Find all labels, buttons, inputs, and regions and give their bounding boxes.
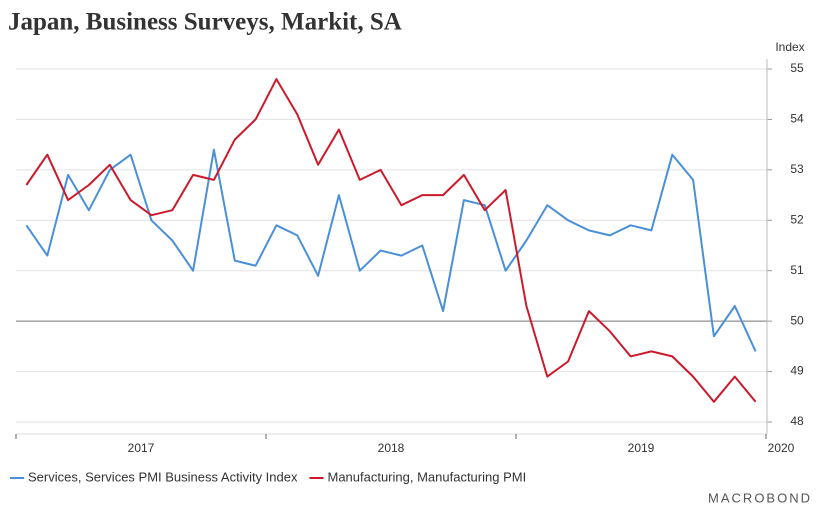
x-tick-label: 2018	[378, 441, 405, 455]
legend-label: Services, Services PMI Business Activity…	[28, 469, 298, 484]
y-tick-label: 48	[790, 414, 804, 428]
series-line	[25, 78, 757, 403]
y-tick-label: 50	[790, 313, 804, 327]
source-logo: MACROBOND	[708, 490, 812, 505]
y-axis-label: Index	[775, 40, 804, 54]
y-tick-label: 55	[790, 61, 804, 75]
legend-label: Manufacturing, Manufacturing PMI	[327, 469, 526, 484]
chart-title: Japan, Business Surveys, Markit, SA	[8, 9, 402, 36]
y-tick-label: 49	[790, 364, 804, 378]
x-tick-label: 2020	[768, 441, 795, 455]
x-tick-label: 2019	[628, 441, 655, 455]
x-tick-label: 2017	[128, 441, 155, 455]
series-line	[25, 148, 757, 352]
y-tick-label: 51	[790, 263, 804, 277]
y-tick-label: 54	[790, 112, 804, 126]
y-tick-label: 52	[790, 212, 804, 226]
y-tick-label: 53	[790, 162, 804, 176]
